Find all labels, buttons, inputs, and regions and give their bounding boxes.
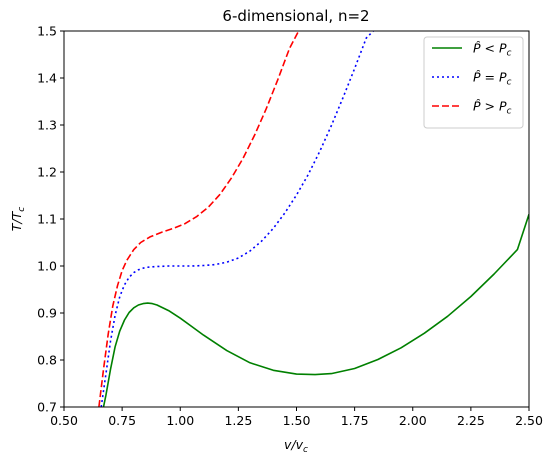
x-tick-label: 1.00 [166,413,194,428]
y-axis-title-main: T/T [9,210,24,231]
y-tick-label: 1.4 [37,71,57,86]
y-tick-label: 0.9 [37,306,57,321]
legend: P̂ < PcP̂ = PcP̂ > Pc [423,36,524,129]
x-axis: 0.50 0.75 1.00 1.25 1.50 1.75 2.00 2.25 2.50 [50,407,543,428]
y-tick-label: 0.8 [37,353,57,368]
x-tick-label: 2.50 [515,413,543,428]
x-axis-title: v/vc [284,437,308,455]
x-tick-label: 1.25 [224,413,252,428]
legend-label-subscript: c [507,78,512,88]
series-line-solid [102,214,529,407]
y-tick-label: 1.3 [37,118,57,133]
legend-label: P̂ = Pc [473,70,512,88]
x-tick-label: 1.75 [341,413,369,428]
y-axis: 0.7 0.8 0.9 1.0 1.1 1.2 1.3 1.4 1.5 [37,24,64,415]
y-tick-label: 1.1 [37,212,57,227]
series-line-dotted [100,31,375,407]
x-axis-title-subscript: c [303,445,308,455]
legend-label-main: P̂ > P [473,99,507,114]
legend-label-main: P̂ = P [473,70,507,85]
legend-label-subscript: c [507,49,512,59]
legend-label-subscript: c [507,107,512,117]
y-tick-label: 0.7 [37,400,57,415]
series-layer [98,31,529,407]
x-tick-label: 2.25 [457,413,485,428]
legend-label-main: P̂ < P [473,41,507,56]
y-axis-title: T/Tc [9,207,27,231]
x-tick-label: 0.50 [50,413,78,428]
y-tick-label: 1.5 [37,24,57,39]
x-axis-title-main: v/v [284,437,304,452]
y-tick-label: 1.2 [37,165,57,180]
x-tick-label: 2.00 [399,413,427,428]
chart-title: 6-dimensional, n=2 [222,7,369,25]
legend-label: P̂ < Pc [473,41,512,59]
legend-label: P̂ > Pc [473,99,512,117]
y-tick-label: 1.0 [37,259,57,274]
x-tick-label: 0.75 [108,413,136,428]
x-tick-label: 1.50 [283,413,311,428]
y-axis-title-subscript: c [17,207,27,212]
series-line-dashed [98,31,300,407]
